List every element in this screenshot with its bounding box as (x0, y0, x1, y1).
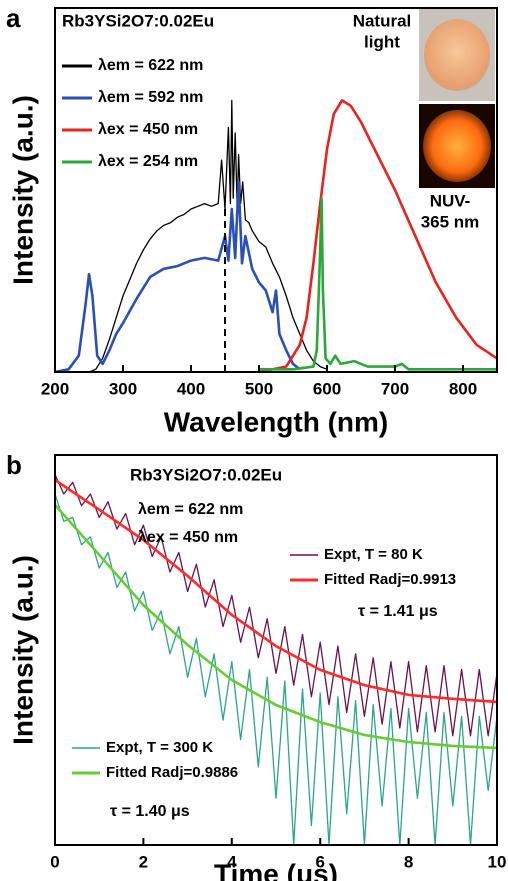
condition-label: λex = 450 nm (138, 529, 238, 546)
series-line (54, 504, 498, 750)
x-tick-label: 0 (50, 852, 59, 871)
legend-label: λex = 254 nm (98, 153, 198, 170)
photo-label: NUV- (430, 191, 471, 210)
series-line (54, 180, 301, 374)
photo-natural-sample (424, 19, 490, 91)
legend-label: Fitted Radj=0.9913 (324, 571, 456, 588)
x-tick-label: 400 (177, 379, 205, 398)
series-line (259, 196, 497, 371)
x-tick-label: 300 (109, 379, 137, 398)
legend-label: λex = 450 nm (98, 121, 198, 138)
x-axis-title: Time (μs) (214, 858, 338, 881)
condition-label: λem = 622 nm (138, 501, 243, 518)
x-tick-label: 500 (245, 379, 273, 398)
photo-nuv-sample (423, 110, 491, 182)
x-tick-label: 2 (139, 852, 148, 871)
photo-label: 365 nm (421, 212, 480, 231)
x-tick-label: 800 (449, 379, 477, 398)
legend-label: Fitted Radj=0.9886 (106, 764, 238, 781)
legend-label: λem = 622 nm (98, 57, 203, 74)
plot-frame (54, 7, 498, 373)
y-axis-title: Intensity (a.u.) (7, 555, 38, 745)
lifetime-label: τ = 1.41 μs (358, 603, 438, 620)
x-tick-label: 6 (315, 852, 324, 871)
series-line (54, 478, 498, 704)
x-axis-title: Wavelength (nm) (164, 406, 389, 437)
series-line (258, 99, 498, 374)
panel-label: b (6, 450, 22, 480)
x-tick-label: 200 (41, 379, 69, 398)
legend-label: λem = 592 nm (98, 89, 203, 106)
x-tick-label: 600 (313, 379, 341, 398)
legend-label: Expt, T = 300 K (106, 739, 213, 756)
x-tick-label: 4 (227, 852, 237, 871)
y-axis-title: Intensity (a.u.) (7, 95, 38, 285)
sample-label: Rb3YSi2O7:0.02Eu (62, 11, 214, 30)
series-line (54, 474, 498, 737)
x-tick-label: 10 (488, 852, 507, 871)
photo-label: light (364, 32, 400, 51)
plot-frame (54, 454, 498, 846)
series-line (54, 493, 498, 846)
legend-label: Expt, T = 80 K (324, 546, 423, 563)
sample-label: Rb3YSi2O7:0.02Eu (130, 465, 282, 484)
x-tick-label: 700 (381, 379, 409, 398)
series-line (88, 99, 328, 373)
lifetime-label: τ = 1.40 μs (110, 803, 190, 820)
photo-label: Natural (353, 11, 412, 30)
panel-label: a (6, 3, 21, 33)
x-tick-label: 8 (404, 852, 413, 871)
